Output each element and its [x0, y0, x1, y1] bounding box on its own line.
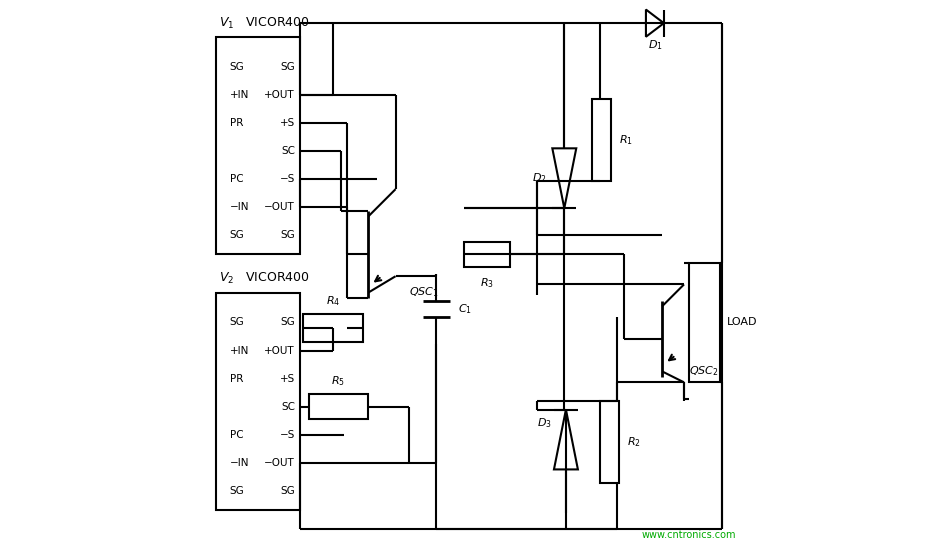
Bar: [600, 401, 619, 483]
Text: $QSC_2$: $QSC_2$: [690, 364, 719, 379]
Text: SG: SG: [280, 486, 295, 496]
Text: −IN: −IN: [230, 202, 249, 212]
Text: PC: PC: [230, 174, 243, 184]
Text: −S: −S: [280, 430, 295, 440]
Text: PR: PR: [230, 374, 243, 383]
Text: SC: SC: [281, 146, 295, 156]
Text: $R_3$: $R_3$: [480, 276, 493, 290]
Polygon shape: [554, 410, 578, 469]
Text: SG: SG: [230, 317, 244, 328]
Text: $R_5$: $R_5$: [331, 374, 345, 388]
Bar: [690, 263, 720, 382]
Text: −OUT: −OUT: [264, 202, 295, 212]
Text: SG: SG: [230, 230, 244, 240]
Bar: [464, 242, 510, 267]
Bar: [303, 315, 363, 341]
Text: −IN: −IN: [230, 458, 249, 468]
Text: SG: SG: [280, 230, 295, 240]
Text: PR: PR: [230, 118, 243, 128]
Text: +S: +S: [280, 118, 295, 128]
Text: www.cntronics.com: www.cntronics.com: [642, 529, 735, 540]
Text: $R_1$: $R_1$: [619, 133, 633, 147]
Text: $C_1$: $C_1$: [458, 302, 473, 316]
Polygon shape: [646, 9, 664, 37]
Text: +OUT: +OUT: [264, 346, 295, 356]
Bar: [591, 100, 610, 181]
Text: +IN: +IN: [230, 90, 249, 100]
Text: +S: +S: [280, 374, 295, 383]
Bar: [308, 394, 368, 419]
Text: SG: SG: [280, 317, 295, 328]
Text: $V_2$   VICOR400: $V_2$ VICOR400: [218, 271, 309, 287]
Bar: [216, 37, 300, 254]
Text: $D_1$: $D_1$: [648, 38, 663, 52]
Text: $D_2$: $D_2$: [532, 171, 548, 185]
Text: PC: PC: [230, 430, 243, 440]
Text: $R_4$: $R_4$: [326, 294, 340, 307]
Text: +OUT: +OUT: [264, 90, 295, 100]
Text: SG: SG: [230, 62, 244, 72]
Text: −S: −S: [280, 174, 295, 184]
Text: SG: SG: [230, 486, 244, 496]
Text: $D_3$: $D_3$: [537, 416, 551, 430]
Polygon shape: [552, 148, 576, 208]
Text: +IN: +IN: [230, 346, 249, 356]
Bar: [216, 293, 300, 510]
Text: $R_2$: $R_2$: [627, 435, 641, 449]
Text: $QSC_1$: $QSC_1$: [409, 286, 439, 299]
Text: −OUT: −OUT: [264, 458, 295, 468]
Text: LOAD: LOAD: [727, 317, 757, 328]
Text: SC: SC: [281, 401, 295, 412]
Text: $V_1$   VICOR400: $V_1$ VICOR400: [218, 16, 309, 31]
Text: SG: SG: [280, 62, 295, 72]
